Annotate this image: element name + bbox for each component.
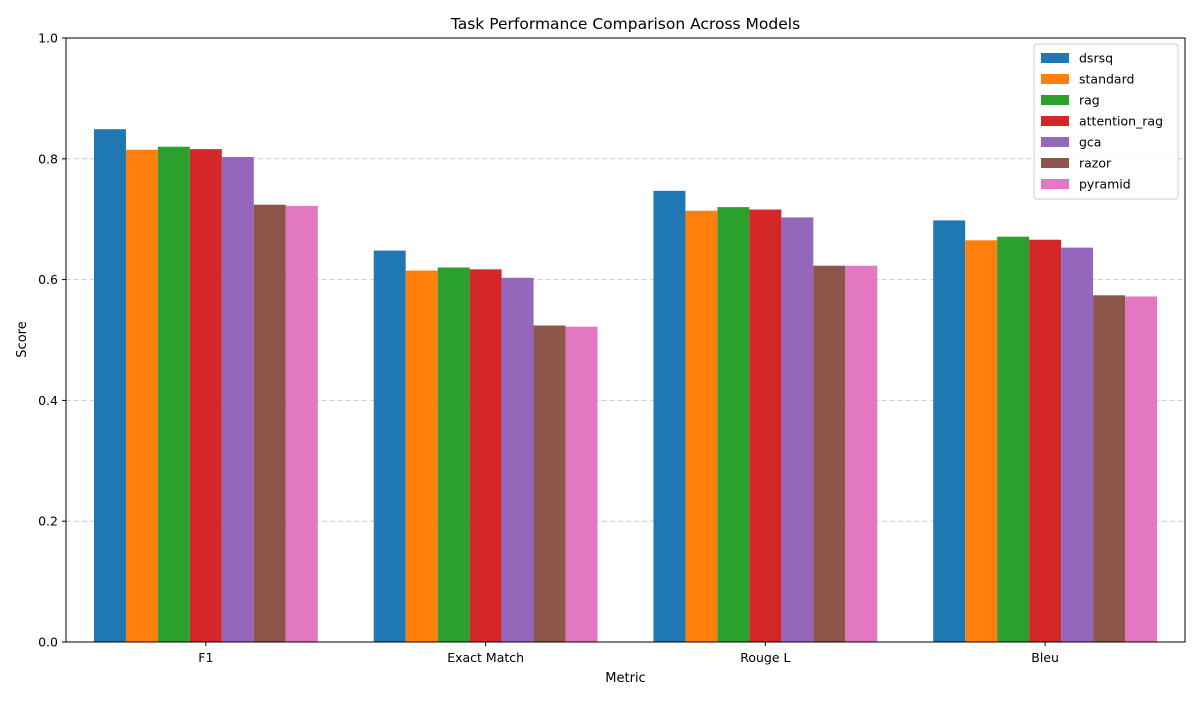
plot-frame <box>65 37 1186 643</box>
x-tick-label: F1 <box>198 650 213 665</box>
bar-standard-1 <box>405 270 438 642</box>
x-tick-label: Exact Match <box>447 650 524 665</box>
bar-razor-0 <box>253 204 286 643</box>
axes <box>65 37 1186 643</box>
legend-label-pyramid: pyramid <box>1079 177 1131 192</box>
y-axis-label: Score <box>15 321 30 357</box>
legend-box <box>1033 43 1179 200</box>
bar-dsrsq-0 <box>93 129 126 643</box>
legend-swatch-razor <box>1041 158 1069 168</box>
bar-standard-2 <box>685 210 718 642</box>
legend-swatch-standard <box>1041 74 1069 84</box>
bar-pyramid-0 <box>285 205 318 643</box>
y-tick-label: 1.0 <box>38 31 58 46</box>
legend-swatch-dsrsq <box>1041 53 1069 63</box>
y-tick-label: 0.8 <box>38 151 58 166</box>
bar-standard-3 <box>965 240 998 642</box>
y-tick-label: 0.0 <box>38 635 58 650</box>
bar-attention_rag-1 <box>469 269 502 642</box>
bar-attention_rag-2 <box>749 209 782 642</box>
x-tick-label: Rouge L <box>740 650 790 665</box>
x-tick-label: Bleu <box>1031 650 1059 665</box>
bar-rag-3 <box>997 236 1030 642</box>
y-tick-label: 0.6 <box>38 272 58 287</box>
legend-swatch-pyramid <box>1041 179 1069 189</box>
bar-razor-1 <box>533 325 566 642</box>
bar-dsrsq-1 <box>373 250 406 642</box>
legend-label-razor: razor <box>1079 156 1112 171</box>
bars <box>93 129 1158 643</box>
bar-rag-1 <box>437 267 470 642</box>
bar-attention_rag-3 <box>1029 239 1062 642</box>
bar-pyramid-2 <box>845 265 878 642</box>
bar-standard-0 <box>125 149 158 643</box>
legend-swatch-rag <box>1041 95 1069 105</box>
bar-gca-0 <box>221 156 254 642</box>
x-axis-label: Metric <box>605 671 645 686</box>
bar-gca-3 <box>1061 247 1094 642</box>
bar-razor-3 <box>1093 295 1126 642</box>
y-tick-label: 0.2 <box>38 514 58 529</box>
bar-razor-2 <box>813 265 846 642</box>
legend-swatch-attention_rag <box>1041 116 1069 126</box>
bar-dsrsq-3 <box>933 220 966 642</box>
bar-rag-2 <box>717 207 750 642</box>
legend-label-attention_rag: attention_rag <box>1079 114 1163 129</box>
bar-attention_rag-0 <box>189 149 222 643</box>
bar-pyramid-1 <box>565 326 598 642</box>
bar-dsrsq-2 <box>653 190 686 642</box>
bar-pyramid-3 <box>1125 296 1158 642</box>
ticks: 0.0 0.2 0.4 0.6 0.8 1.0 F1 Exact Match Rouge L Bl… <box>38 31 1059 666</box>
y-tick-label: 0.4 <box>38 393 58 408</box>
bar-gca-2 <box>781 217 814 642</box>
legend-swatch-gca <box>1041 137 1069 147</box>
bar-gca-1 <box>501 277 534 642</box>
bar-rag-0 <box>157 146 190 642</box>
legend-label-rag: rag <box>1079 93 1100 108</box>
chart-title: Task Performance Comparison Across Model… <box>450 15 800 33</box>
legend-label-dsrsq: dsrsq <box>1079 51 1113 66</box>
legend-label-standard: standard <box>1079 72 1134 87</box>
legend-label-gca: gca <box>1079 135 1101 150</box>
